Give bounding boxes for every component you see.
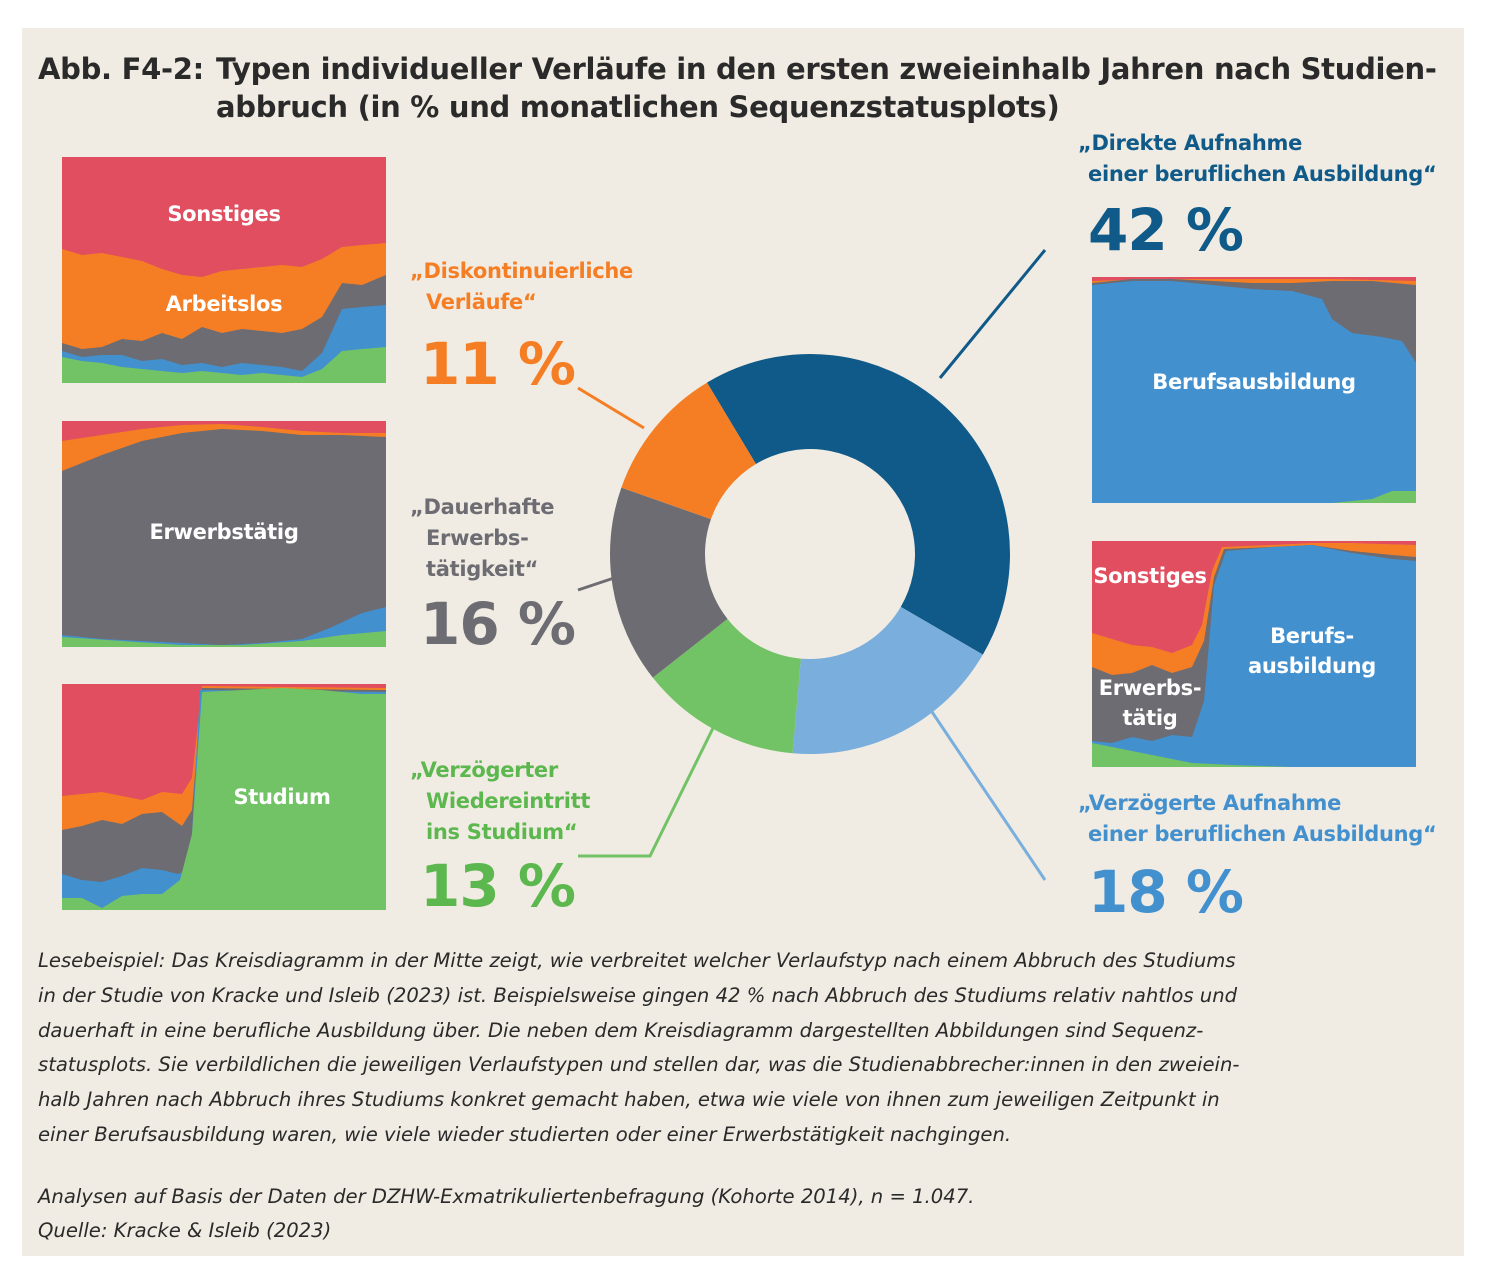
value-erwerbstaetig: 16 % <box>420 590 576 658</box>
plot-label-berufsausbildung: Berufsausbildung <box>1152 370 1356 394</box>
donut-slice-diskontinuierlich <box>621 382 756 520</box>
value-studium: 13 % <box>420 852 576 920</box>
sequence-plot-studium: Studium <box>62 684 386 910</box>
sequence-plot-diskontinuierlich: Sonstiges Arbeitslos <box>62 157 386 383</box>
note-line-3: dauerhaft in eine berufliche Ausbildung … <box>38 1018 1204 1042</box>
note-line-5: halb Jahren nach Abbruch ihres Studiums … <box>38 1088 1220 1112</box>
figure-title-line-2: abbruch (in % und monatlichen Sequenzsta… <box>216 90 1060 124</box>
label-erwerbstaetig-line-2: Erwerbs- <box>426 526 529 550</box>
figure-title-line-1: Typen individueller Verläufe in den erst… <box>216 52 1437 86</box>
label-verzoegert-ausbildung-line-2: einer beruflichen Ausbildung“ <box>1088 822 1437 846</box>
label-direkt-line-2: einer beruflichen Ausbildung“ <box>1088 162 1437 186</box>
label-diskontinuierlich-line-1: „Diskontinuierliche <box>410 259 633 283</box>
value-direkt: 42 % <box>1088 196 1244 264</box>
sequence-plot-erwerbstaetig: Erwerbstätig <box>62 421 386 647</box>
note-line-4: statusplots. Sie verbildlichen die jewei… <box>38 1053 1240 1077</box>
value-diskontinuierlich: 11 % <box>420 330 576 398</box>
label-erwerbstaetig-line-3: tätigkeit“ <box>426 557 539 581</box>
label-erwerbstaetig-line-1: „Dauerhafte <box>410 495 555 519</box>
plot-label-sonstiges: Sonstiges <box>167 202 281 226</box>
plot-label-erwerbstaetig-2: Erwerbs- tätig <box>1098 676 1202 730</box>
label-direkt-line-1: „Direkte Aufnahme <box>1078 131 1303 155</box>
donut-slice-direkt <box>706 354 1010 655</box>
label-verzoegert-ausbildung-line-1: „Verzögerte Aufnahme <box>1078 791 1342 815</box>
label-verzoegert-ausbildung: „Verzögerte Aufnahme einer beruflichen A… <box>1078 788 1437 850</box>
donut-chart <box>610 354 1010 754</box>
label-erwerbstaetig: „Dauerhafte Erwerbs- tätigkeit“ <box>410 492 555 585</box>
label-studium: „Verzögerter Wiedereintritt ins Studium“ <box>410 755 590 848</box>
sequence-plot-verzoegert-ausbildung: Sonstiges Erwerbs- tätig Berufs- ausbild… <box>1092 541 1416 767</box>
donut-slice-erwerbstaetig <box>610 487 728 678</box>
note-line-6: einer Berufsausbildung waren, wie viele … <box>38 1122 1012 1146</box>
note-line-1: Lesebeispiel: Das Kreisdiagramm in der M… <box>38 949 1236 972</box>
sequence-plot-direkt: Berufsausbildung <box>1092 277 1416 503</box>
source-notes: Analysen auf Basis der Daten der DZHW-Ex… <box>38 1180 974 1248</box>
source-line-2: Quelle: Kracke & Isleib (2023) <box>38 1219 332 1242</box>
note-line-2: in der Studie von Kracke und Isleib (202… <box>38 983 1238 1007</box>
label-studium-line-3: ins Studium“ <box>426 820 578 844</box>
reading-example: Lesebeispiel: Das Kreisdiagramm in der M… <box>38 944 1448 1153</box>
label-studium-line-2: Wiedereintritt <box>426 789 591 813</box>
source-line-1: Analysen auf Basis der Daten der DZHW-Ex… <box>38 1185 975 1208</box>
donut-slice-verzoegert_ausbildung <box>792 606 983 754</box>
plot-label-sonstiges-2: Sonstiges <box>1093 564 1207 588</box>
figure-label: Abb. F4-2: <box>38 52 204 86</box>
donut-slice-studium <box>652 618 801 754</box>
value-verzoegert-ausbildung: 18 % <box>1088 858 1244 926</box>
plot-label-berufsausbildung-2: Berufs- ausbildung <box>1247 624 1376 678</box>
plot-label-arbeitslos: Arbeitslos <box>165 292 283 316</box>
label-diskontinuierlich: „Diskontinuierliche Verläufe“ <box>410 256 633 318</box>
label-direkt: „Direkte Aufnahme einer beruflichen Ausb… <box>1078 128 1437 190</box>
plot-label-erwerbstaetig: Erwerbstätig <box>149 520 299 544</box>
label-diskontinuierlich-line-2: Verläufe“ <box>426 290 537 314</box>
plot-label-studium: Studium <box>233 785 331 809</box>
label-studium-line-1: „Verzögerter <box>410 758 558 782</box>
